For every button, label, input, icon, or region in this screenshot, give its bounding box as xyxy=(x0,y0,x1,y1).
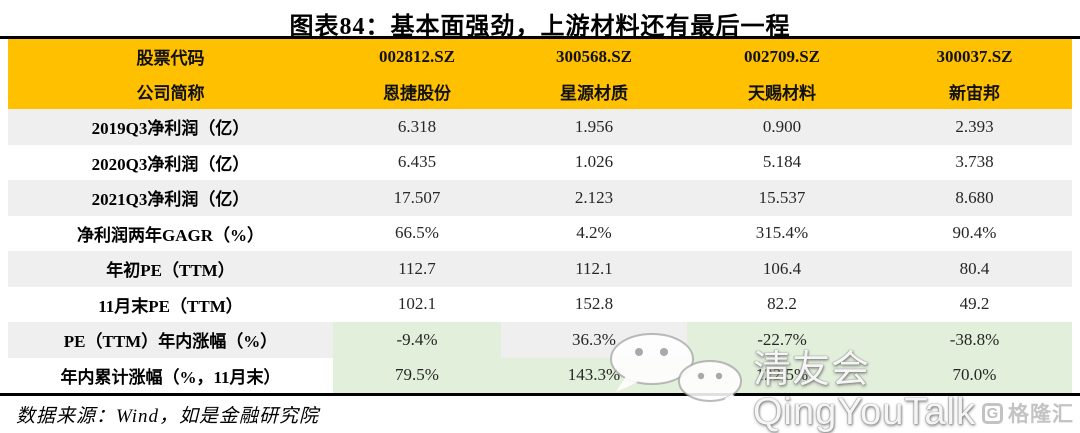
cell-value: 82.2 xyxy=(767,294,797,314)
stock-name: 星源材质 xyxy=(560,84,628,103)
header-name-label: 公司简称 xyxy=(136,84,205,103)
stock-table: 股票代码 002812.SZ 300568.SZ 002709.SZ 30003… xyxy=(8,39,1072,393)
cell-value: 70.0% xyxy=(877,357,1072,393)
table-row: 11月末PE（TTM） 102.1 152.8 82.2 49.2 xyxy=(8,287,1072,323)
row-label: 年内累计涨幅（%，11月末） xyxy=(60,367,281,387)
row-label: 2019Q3净利润（亿） xyxy=(91,119,250,139)
table-row: PE（TTM）年内涨幅（%） -9.4% 36.3% -22.7% -38.8% xyxy=(8,322,1072,358)
table-row: 2020Q3净利润（亿） 6.435 1.026 5.184 3.738 xyxy=(8,145,1072,181)
cell-value: 3.738 xyxy=(955,152,994,172)
table-row: 2019Q3净利润（亿） 6.318 1.956 0.900 2.393 xyxy=(8,109,1072,145)
cell-value: 4.2% xyxy=(576,223,612,243)
cell-value: 102.1 xyxy=(397,294,437,314)
row-label: 净利润两年GAGR（%） xyxy=(77,225,264,245)
cell-value: 122.5% xyxy=(687,357,877,393)
cell-value: 1.026 xyxy=(574,152,614,172)
stock-code: 002709.SZ xyxy=(743,46,821,66)
table-row: 年内累计涨幅（%，11月末） 79.5% 143.3% 122.5% 70.0% xyxy=(8,357,1072,393)
header-code-label: 股票代码 xyxy=(136,49,205,68)
cell-value: 8.680 xyxy=(955,187,994,207)
cell-value: 80.4 xyxy=(959,258,990,278)
cell-value: 17.507 xyxy=(393,187,441,207)
cell-value: 6.435 xyxy=(397,152,437,172)
cell-value: -22.7% xyxy=(687,322,877,358)
cell-value: 143.3% xyxy=(501,357,687,393)
cell-value: 36.3% xyxy=(572,329,616,349)
cell-value: 79.5% xyxy=(333,357,501,393)
cell-value: 90.4% xyxy=(952,223,997,243)
cell-value: 6.318 xyxy=(397,116,437,136)
cell-value: -9.4% xyxy=(333,322,501,358)
page-title: 图表84：基本面强劲，上游材料还有最后一程 xyxy=(289,14,791,40)
row-label: 2020Q3净利润（亿） xyxy=(91,154,250,174)
cell-value: 15.537 xyxy=(758,187,806,207)
table-header: 股票代码 002812.SZ 300568.SZ 002709.SZ 30003… xyxy=(8,39,1072,109)
row-label: 2021Q3净利润（亿） xyxy=(91,190,250,210)
stock-name: 恩捷股份 xyxy=(383,84,451,103)
row-label: 年初PE（TTM） xyxy=(106,261,235,281)
header-row-names: 公司简称 恩捷股份 星源材质 天赐材料 新宙邦 xyxy=(8,74,1072,109)
table-top-rule xyxy=(0,36,1080,39)
cell-value: 112.1 xyxy=(575,258,613,278)
cell-value: 66.5% xyxy=(395,223,439,243)
row-label: PE（TTM）年内涨幅（%） xyxy=(63,332,278,352)
row-label: 11月末PE（TTM） xyxy=(98,296,243,316)
table-row: 净利润两年GAGR（%） 66.5% 4.2% 315.4% 90.4% xyxy=(8,216,1072,252)
cell-value: 49.2 xyxy=(959,294,990,314)
stock-code: 002812.SZ xyxy=(378,46,456,66)
data-source-note: 数据来源：Wind，如是金融研究院 xyxy=(16,405,320,427)
cell-value: 5.184 xyxy=(762,152,802,172)
cell-value: 2.393 xyxy=(955,116,994,136)
cell-value: 1.956 xyxy=(574,116,614,136)
header-row-codes: 股票代码 002812.SZ 300568.SZ 002709.SZ 30003… xyxy=(8,39,1072,74)
cell-value: 315.4% xyxy=(755,223,809,243)
cell-value: 106.4 xyxy=(762,258,802,278)
stock-code: 300568.SZ xyxy=(555,46,633,66)
stock-code: 300037.SZ xyxy=(936,46,1013,66)
cell-value: 152.8 xyxy=(574,294,614,314)
table-row: 年初PE（TTM） 112.7 112.1 106.4 80.4 xyxy=(8,251,1072,287)
stock-name: 新宙邦 xyxy=(949,84,1000,103)
cell-value: -38.8% xyxy=(877,322,1072,358)
cell-value: 112.7 xyxy=(398,258,436,278)
table-bottom-rule xyxy=(0,393,1080,396)
cell-value: 0.900 xyxy=(762,116,802,136)
stock-name: 天赐材料 xyxy=(748,84,816,103)
table-row: 2021Q3净利润（亿） 17.507 2.123 15.537 8.680 xyxy=(8,180,1072,216)
cell-value: 2.123 xyxy=(574,187,614,207)
